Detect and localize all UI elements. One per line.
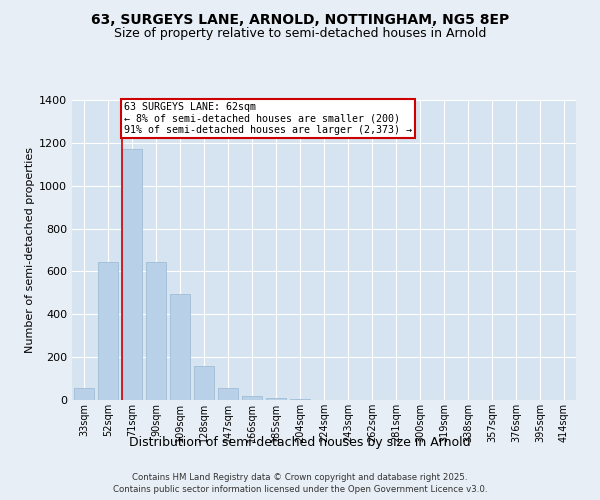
Bar xyxy=(194,366,214,400)
Bar xyxy=(122,150,142,400)
Bar xyxy=(266,398,286,400)
Text: Contains HM Land Registry data © Crown copyright and database right 2025.: Contains HM Land Registry data © Crown c… xyxy=(132,473,468,482)
Bar xyxy=(146,262,166,400)
Bar xyxy=(74,388,94,400)
Text: Size of property relative to semi-detached houses in Arnold: Size of property relative to semi-detach… xyxy=(114,28,486,40)
Text: Contains public sector information licensed under the Open Government Licence v3: Contains public sector information licen… xyxy=(113,484,487,494)
Y-axis label: Number of semi-detached properties: Number of semi-detached properties xyxy=(25,147,35,353)
Bar xyxy=(242,396,262,400)
Bar xyxy=(218,388,238,400)
Bar xyxy=(98,262,118,400)
Bar xyxy=(290,399,310,400)
Text: 63, SURGEYS LANE, ARNOLD, NOTTINGHAM, NG5 8EP: 63, SURGEYS LANE, ARNOLD, NOTTINGHAM, NG… xyxy=(91,12,509,26)
Bar xyxy=(170,294,190,400)
Text: 63 SURGEYS LANE: 62sqm
← 8% of semi-detached houses are smaller (200)
91% of sem: 63 SURGEYS LANE: 62sqm ← 8% of semi-deta… xyxy=(124,102,412,136)
Text: Distribution of semi-detached houses by size in Arnold: Distribution of semi-detached houses by … xyxy=(129,436,471,449)
